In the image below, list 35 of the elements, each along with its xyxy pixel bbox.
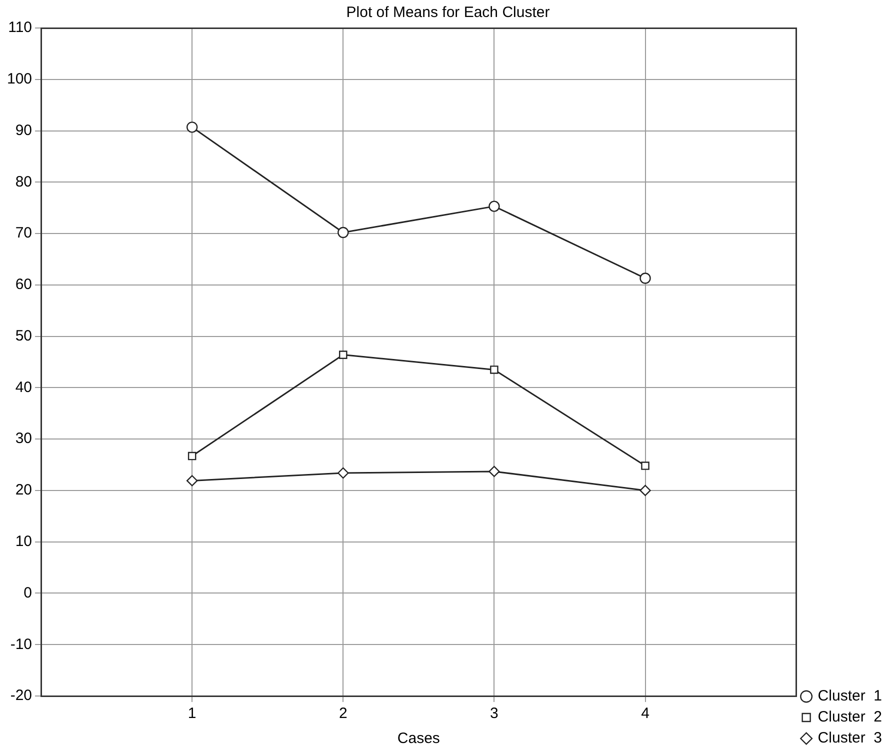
y-tick-label: 40 [15,378,32,396]
legend-label: Cluster 1 [818,688,882,705]
point [641,462,650,470]
point [488,466,500,478]
y-tick-label: 30 [15,430,32,448]
y-tick-label: -10 [10,636,32,653]
y-tick-label: 90 [15,122,32,139]
point [188,452,196,460]
point [488,200,500,212]
point [640,272,651,284]
legend-label: Cluster 2 [818,708,882,726]
x-axis-title: Cases [397,730,440,748]
y-tick-label: -20 [10,687,32,704]
point [490,366,498,374]
x-tick-label: 2 [338,705,348,722]
y-tick-label: 110 [8,19,32,36]
x-tick-label: 4 [641,705,650,722]
x-tick-label: 1 [188,705,196,722]
y-tick-label: 10 [15,532,32,550]
chart-title: Plot of Means for Each Cluster [346,4,550,22]
point [186,475,198,486]
y-tick-label: 0 [24,584,32,602]
point [640,484,651,496]
y-tick-label: 20 [15,482,32,499]
y-tick-label: 80 [15,173,32,190]
legend-label: Cluster 3 [818,730,882,747]
y-tick-label: 50 [15,327,32,344]
y-tick-label: 100 [6,70,32,88]
point [338,226,349,238]
point [339,350,348,359]
y-tick-label: 60 [15,276,32,294]
point [338,467,349,479]
x-tick-label: 3 [490,705,498,722]
point [186,122,198,133]
y-tick-label: 70 [15,224,32,242]
